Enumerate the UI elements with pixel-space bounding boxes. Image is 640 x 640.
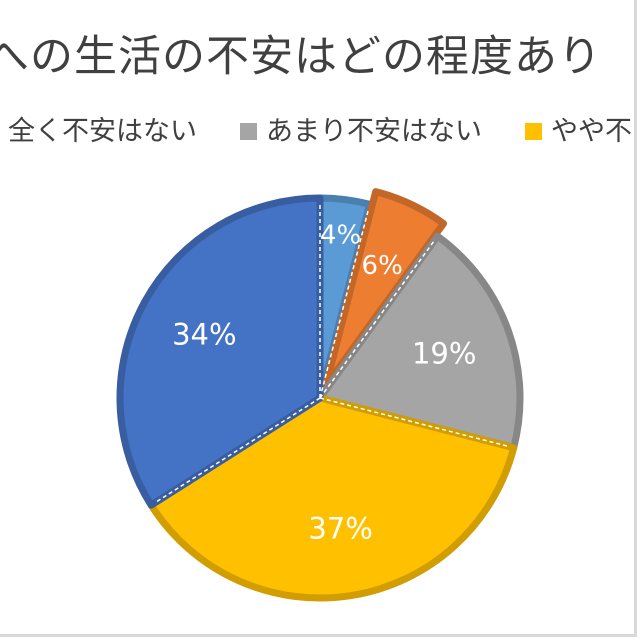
slice-label-0: 4% [320, 220, 361, 250]
slice-label-1: 6% [362, 251, 403, 281]
legend-label-2: やや不 [551, 116, 632, 147]
legend-swatch-2 [525, 123, 542, 140]
pie-slice-2 [316, 232, 524, 452]
slice-label-4: 34% [172, 317, 236, 351]
legend-label-1: あまり不安はない [266, 116, 482, 147]
slice-label-3: 37% [308, 511, 372, 545]
pie-divider-3 [319, 397, 511, 448]
legend-item-2: やや不 [525, 118, 632, 145]
legend-swatch-1 [240, 123, 257, 140]
pie-slice-1 [322, 188, 448, 389]
pie-divider-2 [319, 238, 436, 399]
pie-slice-4 [116, 194, 324, 509]
pie-divider-4 [154, 397, 321, 504]
chart-title: への生活の不安はどの程度あり [0, 32, 602, 82]
legend-item-0: 全く不安はない [0, 118, 197, 145]
legend-item-1: あまり不安はない [240, 118, 482, 145]
slice-label-2: 19% [412, 336, 476, 370]
pie-divider-1 [319, 207, 370, 399]
legend-label-0: 全く不安はない [8, 116, 197, 147]
